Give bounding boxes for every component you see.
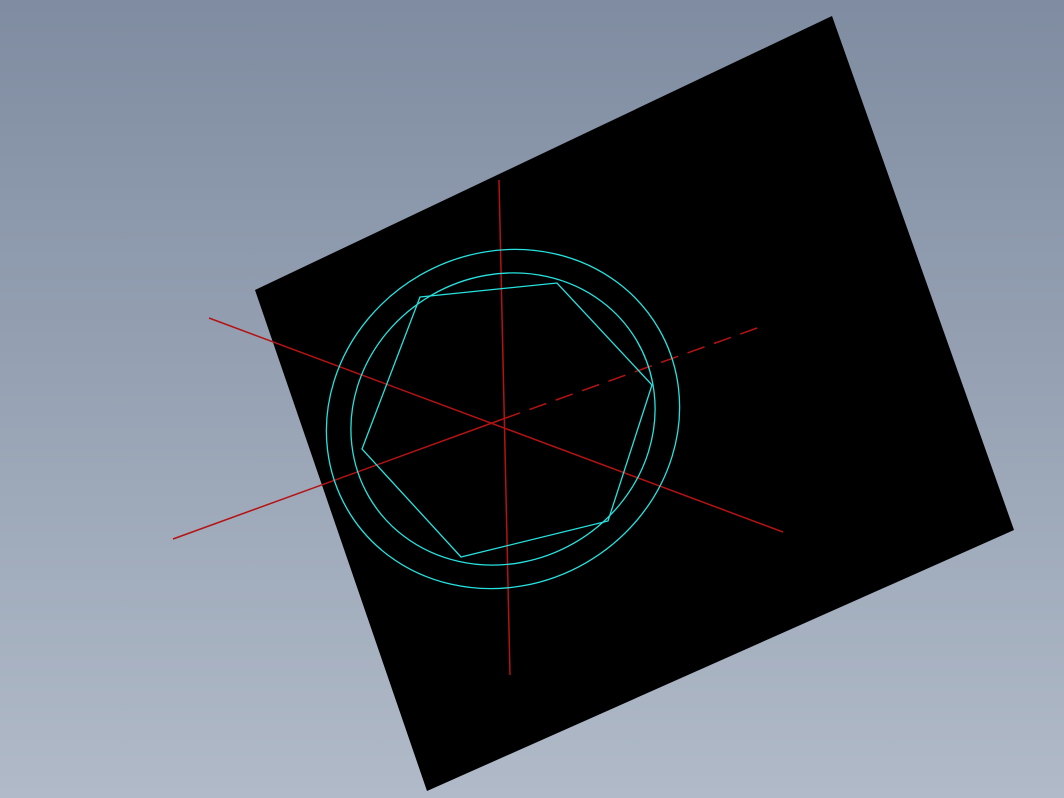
cad-scene-svg[interactable] — [0, 0, 1064, 798]
cad-viewport[interactable] — [0, 0, 1064, 798]
